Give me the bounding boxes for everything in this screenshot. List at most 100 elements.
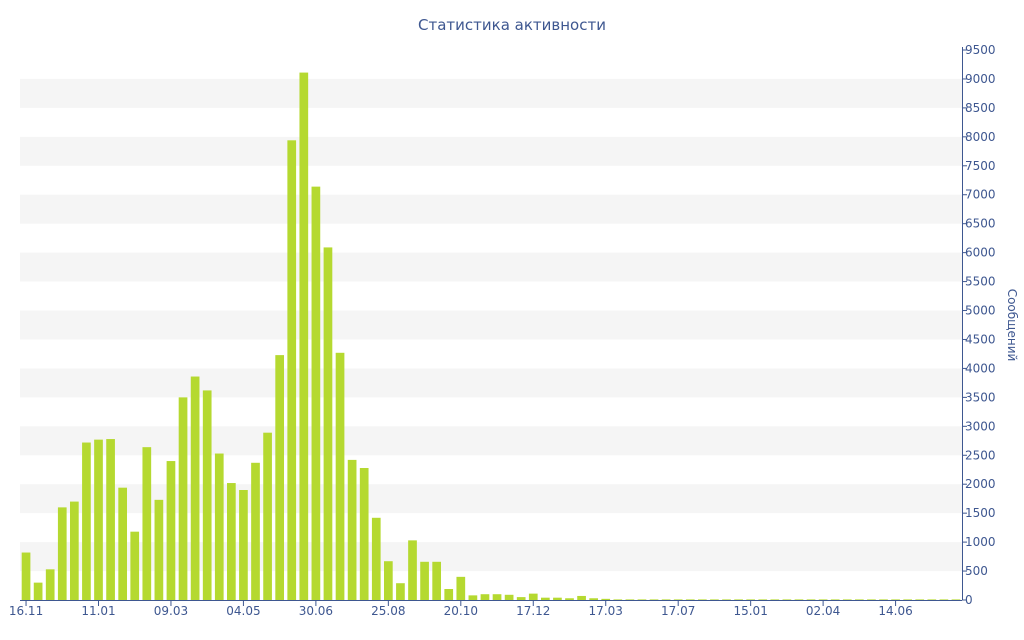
bar xyxy=(891,599,900,600)
bar xyxy=(927,599,937,600)
bar xyxy=(118,487,128,600)
bar xyxy=(154,499,164,600)
bar xyxy=(57,507,67,600)
bar xyxy=(408,540,417,600)
bar xyxy=(142,447,152,600)
x-tick-label: 11.01 xyxy=(81,604,115,618)
bars xyxy=(21,72,961,601)
bar xyxy=(855,599,864,600)
bar xyxy=(214,453,224,600)
x-tick-label: 15.01 xyxy=(733,604,767,618)
bar xyxy=(82,442,91,600)
bar xyxy=(649,599,659,600)
bar xyxy=(577,595,586,600)
grid-band xyxy=(20,78,962,108)
y-tick-label: 1000 xyxy=(965,535,996,549)
bar xyxy=(130,531,140,600)
bar xyxy=(106,439,115,600)
y-tick-label: 2000 xyxy=(965,477,996,491)
bar xyxy=(528,593,538,600)
y-tick-label: 8500 xyxy=(965,101,996,115)
bar xyxy=(661,599,671,600)
y-tick-label: 9000 xyxy=(965,72,996,86)
y-tick-label: 4000 xyxy=(965,361,996,375)
bar xyxy=(613,599,623,600)
y-tick-label: 4500 xyxy=(965,332,996,346)
bar xyxy=(444,589,454,600)
bar xyxy=(565,598,574,600)
bar xyxy=(251,462,260,600)
bar xyxy=(468,595,478,600)
bar xyxy=(202,390,212,600)
bar xyxy=(420,561,429,600)
x-tick-label: 20.10 xyxy=(444,604,478,618)
bar xyxy=(166,461,176,600)
bar xyxy=(227,483,236,600)
bar xyxy=(480,594,490,600)
y-tick-label: 0 xyxy=(965,593,973,607)
y-tick-label: 7500 xyxy=(965,159,996,173)
bar xyxy=(323,247,333,601)
bar xyxy=(94,439,103,600)
bar xyxy=(190,376,200,600)
bar xyxy=(879,599,888,600)
x-tick-label: 09.03 xyxy=(154,604,188,618)
x-tick-label: 25.08 xyxy=(371,604,405,618)
bar xyxy=(504,594,514,600)
chart-title: Статистика активности xyxy=(418,16,606,34)
bar xyxy=(758,599,768,600)
grid-band xyxy=(20,426,962,456)
bar xyxy=(371,517,381,600)
bar xyxy=(553,597,562,600)
bar xyxy=(722,599,731,600)
bar xyxy=(492,594,502,600)
bar xyxy=(70,501,79,600)
bar xyxy=(673,599,683,600)
y-tick-label: 9500 xyxy=(965,43,996,57)
bar xyxy=(637,599,647,600)
x-tick-label: 02.04 xyxy=(806,604,840,618)
bar xyxy=(239,490,248,600)
bar xyxy=(685,599,695,600)
grid-band xyxy=(20,368,962,398)
y-tick-label: 500 xyxy=(965,564,988,578)
x-tick-label: 17.12 xyxy=(516,604,550,618)
bar xyxy=(456,576,466,600)
grid-band xyxy=(20,252,962,282)
grid-band xyxy=(20,542,962,572)
bar xyxy=(589,598,599,600)
bar xyxy=(347,459,357,600)
bar xyxy=(263,432,272,600)
x-tick-label: 30.06 xyxy=(299,604,333,618)
bar xyxy=(782,599,792,600)
x-tick-label: 17.03 xyxy=(589,604,623,618)
y-tick-label: 3000 xyxy=(965,419,996,433)
bar xyxy=(178,397,188,600)
bar xyxy=(830,599,840,600)
bar xyxy=(311,186,321,600)
y-tick-label: 7000 xyxy=(965,188,996,202)
bar xyxy=(432,561,442,600)
y-tick-label: 5500 xyxy=(965,275,996,289)
grid-band xyxy=(20,484,962,514)
y-ticks: 0 500 1000 1500 2000 2500 3000 3500 4000 4500 5000… xyxy=(962,43,996,607)
bar xyxy=(384,561,393,600)
bar xyxy=(287,140,297,600)
y-tick-label: 2500 xyxy=(965,448,996,462)
y-tick-label: 5000 xyxy=(965,304,996,318)
bar xyxy=(818,599,828,600)
axes xyxy=(20,47,963,601)
bar xyxy=(396,583,405,600)
bar xyxy=(951,599,961,600)
y-tick-label: 8000 xyxy=(965,130,996,144)
bar xyxy=(541,597,550,600)
grid-band xyxy=(20,194,962,224)
bar xyxy=(275,355,285,600)
bar xyxy=(794,599,804,600)
bar xyxy=(867,599,876,600)
bar xyxy=(359,468,369,600)
bar xyxy=(746,599,756,600)
x-ticks: 16.11 11.01 09.03 04.05 30.06 25.08 20.10 17.12… xyxy=(9,600,913,618)
grid-band xyxy=(20,310,962,340)
